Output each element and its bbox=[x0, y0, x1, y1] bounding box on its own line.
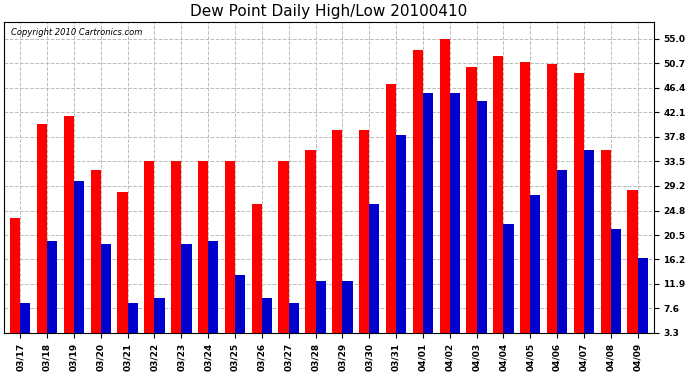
Bar bbox=[155, 298, 165, 352]
Bar bbox=[547, 64, 557, 352]
Bar bbox=[332, 130, 342, 352]
Bar bbox=[225, 161, 235, 352]
Bar bbox=[520, 62, 530, 352]
Bar bbox=[306, 150, 315, 352]
Bar bbox=[638, 258, 648, 352]
Bar bbox=[315, 280, 326, 352]
Bar bbox=[288, 303, 299, 352]
Bar bbox=[450, 93, 460, 352]
Bar bbox=[477, 101, 486, 352]
Bar bbox=[37, 124, 47, 352]
Bar bbox=[117, 192, 128, 352]
Bar bbox=[208, 241, 218, 352]
Bar bbox=[235, 275, 245, 352]
Bar bbox=[611, 230, 621, 352]
Bar bbox=[600, 150, 611, 352]
Bar bbox=[262, 298, 272, 352]
Bar bbox=[413, 50, 423, 352]
Bar bbox=[423, 93, 433, 352]
Bar bbox=[493, 56, 504, 352]
Bar bbox=[63, 116, 74, 352]
Bar bbox=[128, 303, 138, 352]
Bar bbox=[530, 195, 540, 352]
Bar bbox=[627, 189, 638, 352]
Bar bbox=[144, 161, 155, 352]
Bar bbox=[74, 181, 84, 352]
Bar bbox=[101, 243, 111, 352]
Bar bbox=[396, 135, 406, 352]
Bar bbox=[279, 161, 288, 352]
Bar bbox=[359, 130, 369, 352]
Bar bbox=[557, 170, 567, 352]
Bar bbox=[369, 204, 380, 352]
Bar bbox=[47, 241, 57, 352]
Bar bbox=[584, 150, 594, 352]
Bar bbox=[440, 39, 450, 352]
Title: Dew Point Daily High/Low 20100410: Dew Point Daily High/Low 20100410 bbox=[190, 4, 468, 19]
Bar bbox=[171, 161, 181, 352]
Bar bbox=[10, 218, 20, 352]
Bar bbox=[342, 280, 353, 352]
Bar bbox=[198, 161, 208, 352]
Bar bbox=[504, 224, 513, 352]
Bar bbox=[20, 303, 30, 352]
Bar bbox=[181, 243, 192, 352]
Bar bbox=[574, 73, 584, 352]
Bar bbox=[386, 84, 396, 352]
Text: Copyright 2010 Cartronics.com: Copyright 2010 Cartronics.com bbox=[10, 28, 142, 37]
Bar bbox=[466, 67, 477, 352]
Bar bbox=[90, 170, 101, 352]
Bar bbox=[252, 204, 262, 352]
